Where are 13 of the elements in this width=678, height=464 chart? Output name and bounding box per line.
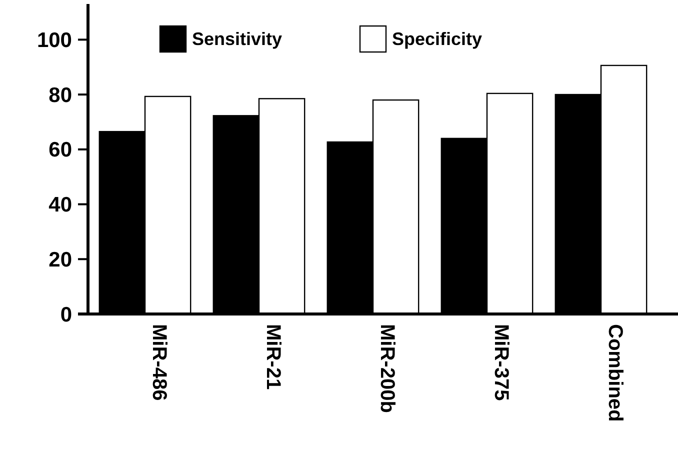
y-tick-label: 0 [60,303,72,326]
y-tick-label: 80 [48,84,72,107]
x-tick-label: MiR-21 [262,324,284,390]
x-tick-label: Combined [604,324,626,422]
y-tick-label: 40 [48,194,72,217]
y-tick-label: 100 [36,29,72,52]
legend-label: Sensitivity [192,29,282,49]
y-tick-label: 20 [48,248,72,272]
legend-label: Specificity [392,29,482,49]
x-tick-label: MiR-486 [148,324,170,401]
x-tick-label: MiR-375 [490,324,512,401]
x-tick-label: MiR-200b [376,324,398,413]
y-tick-label: 60 [48,138,72,162]
